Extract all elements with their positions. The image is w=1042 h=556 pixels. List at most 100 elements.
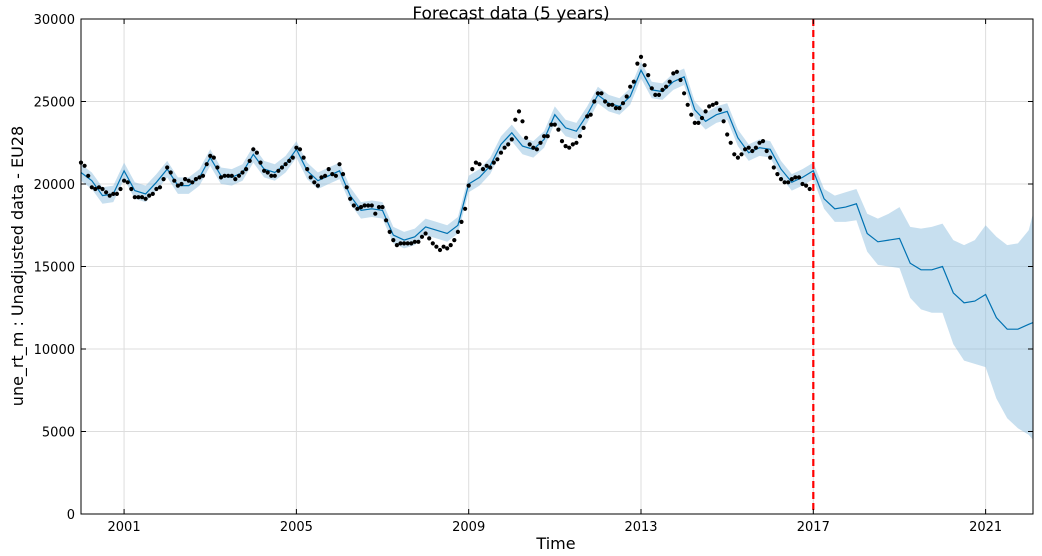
observed-point — [441, 244, 446, 249]
observed-point — [82, 163, 87, 168]
observed-point — [297, 147, 303, 152]
observed-point — [125, 180, 130, 185]
observed-point — [254, 150, 259, 155]
observed-point — [646, 73, 651, 78]
observed-point — [506, 142, 511, 147]
observed-point — [610, 102, 615, 107]
x-axis-label: Time — [535, 534, 575, 553]
x-axis-ticks: 2001 2005 2009 2013 2017 2021 — [108, 19, 1002, 535]
observed-point — [222, 173, 227, 178]
observed-point — [703, 109, 708, 114]
observed-point — [538, 140, 543, 145]
observed-point — [211, 155, 216, 160]
observed-point — [782, 180, 787, 185]
observed-point — [660, 87, 665, 92]
observed-point — [484, 163, 489, 168]
observed-point — [448, 243, 453, 248]
observed-point — [409, 241, 414, 246]
observed-point — [122, 178, 127, 183]
observed-point — [175, 183, 180, 188]
chart-title: Forecast data (5 years) — [412, 4, 609, 24]
observed-point — [161, 177, 166, 182]
observed-point — [707, 104, 712, 109]
observed-point — [477, 162, 482, 167]
observed-point — [362, 203, 367, 208]
observed-point — [398, 241, 403, 246]
observed-point — [287, 158, 292, 163]
observed-point — [603, 99, 608, 104]
y-tick-label: 15000 — [34, 261, 75, 276]
observed-point — [678, 77, 683, 83]
observed-point — [739, 152, 744, 157]
observed-point — [344, 185, 349, 190]
observed-point — [190, 180, 195, 185]
observed-point — [746, 145, 751, 150]
observed-point — [333, 173, 338, 178]
observed-point — [348, 196, 353, 201]
observed-point — [631, 79, 636, 84]
observed-point — [143, 196, 148, 201]
observed-point — [595, 91, 601, 96]
observed-point — [315, 183, 320, 188]
observed-point — [807, 186, 812, 192]
observed-point — [430, 241, 435, 246]
uncertainty-band — [81, 61, 1033, 440]
observed-point — [168, 170, 173, 175]
observed-point — [721, 119, 726, 124]
observed-point — [585, 114, 590, 119]
observed-point — [635, 61, 640, 66]
observed-point — [423, 231, 428, 236]
observed-point — [699, 115, 705, 121]
observed-point — [118, 186, 123, 192]
observed-point — [186, 178, 191, 183]
observed-point — [480, 167, 486, 172]
observed-point — [305, 167, 310, 172]
observed-point — [620, 101, 626, 106]
observed-point — [437, 247, 443, 253]
observed-point — [412, 239, 417, 244]
observed-point — [520, 119, 525, 124]
observed-point — [340, 172, 346, 177]
observed-point — [251, 147, 256, 152]
observed-point — [218, 175, 224, 180]
observed-point — [193, 177, 198, 182]
observed-point — [136, 195, 141, 200]
observed-point — [111, 191, 116, 196]
observed-point — [240, 170, 245, 175]
observed-point — [265, 170, 270, 175]
observed-point — [337, 162, 342, 167]
observed-point — [258, 160, 263, 165]
observed-point — [628, 84, 633, 89]
observed-point — [157, 185, 163, 190]
observed-point — [495, 157, 500, 162]
observed-point — [89, 185, 94, 190]
observed-point — [387, 229, 392, 234]
observed-point — [696, 120, 701, 125]
observed-point — [204, 162, 209, 167]
observed-point — [473, 160, 478, 165]
observed-point — [463, 206, 468, 211]
observed-point — [147, 193, 152, 198]
y-tick-label: 30000 — [34, 13, 75, 28]
observed-point — [236, 173, 242, 178]
observed-point — [351, 203, 356, 208]
observed-point — [624, 94, 629, 99]
observed-point — [613, 106, 619, 111]
observed-point — [786, 180, 791, 185]
observed-point — [674, 69, 680, 74]
observed-point — [735, 155, 741, 160]
observed-point — [262, 168, 267, 173]
observed-point — [642, 63, 647, 68]
observed-point — [527, 142, 532, 147]
observed-point — [445, 246, 450, 251]
observed-point — [308, 175, 313, 180]
y-axis-label: une_rt_m : Unadjusted data - EU28 — [8, 126, 28, 406]
observed-point — [567, 145, 572, 150]
observed-point — [405, 241, 410, 246]
observed-point — [710, 102, 715, 107]
observed-point — [132, 195, 137, 200]
observed-point — [416, 239, 421, 244]
x-tick-label: 2021 — [969, 520, 1002, 535]
x-tick-label: 2001 — [108, 520, 141, 535]
